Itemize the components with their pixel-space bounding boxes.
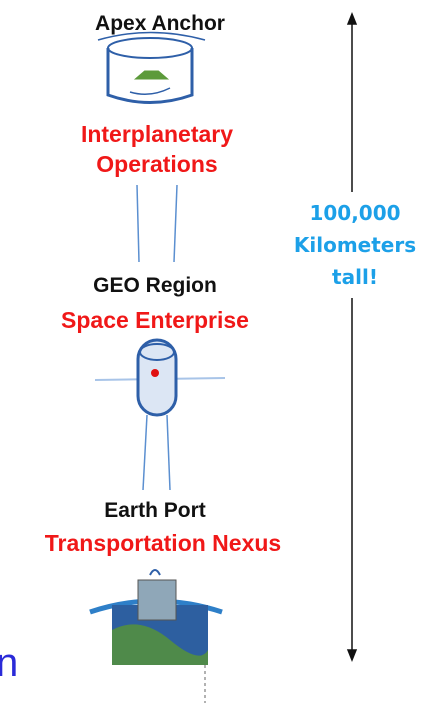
node-label: Apex Anchor bbox=[95, 12, 225, 35]
height-arrow bbox=[348, 14, 356, 660]
earth-port-icon bbox=[90, 570, 222, 665]
apex-anchor-icon bbox=[98, 33, 205, 103]
node-label: Earth Port bbox=[104, 499, 206, 522]
geo-station-icon bbox=[95, 340, 225, 415]
height-note: Kilometers bbox=[294, 233, 416, 257]
node-role: Operations bbox=[96, 151, 217, 177]
node-role: Space Enterprise bbox=[61, 307, 249, 333]
edge-text: n bbox=[0, 641, 18, 685]
node-label: GEO Region bbox=[93, 274, 217, 297]
height-note: tall! bbox=[332, 265, 378, 289]
node-role: Interplanetary bbox=[81, 121, 233, 147]
node-role: Transportation Nexus bbox=[45, 530, 281, 556]
height-note: 100,000 bbox=[309, 201, 400, 225]
diagram: Apex Anchor Interplanetary Operations GE… bbox=[0, 0, 435, 703]
